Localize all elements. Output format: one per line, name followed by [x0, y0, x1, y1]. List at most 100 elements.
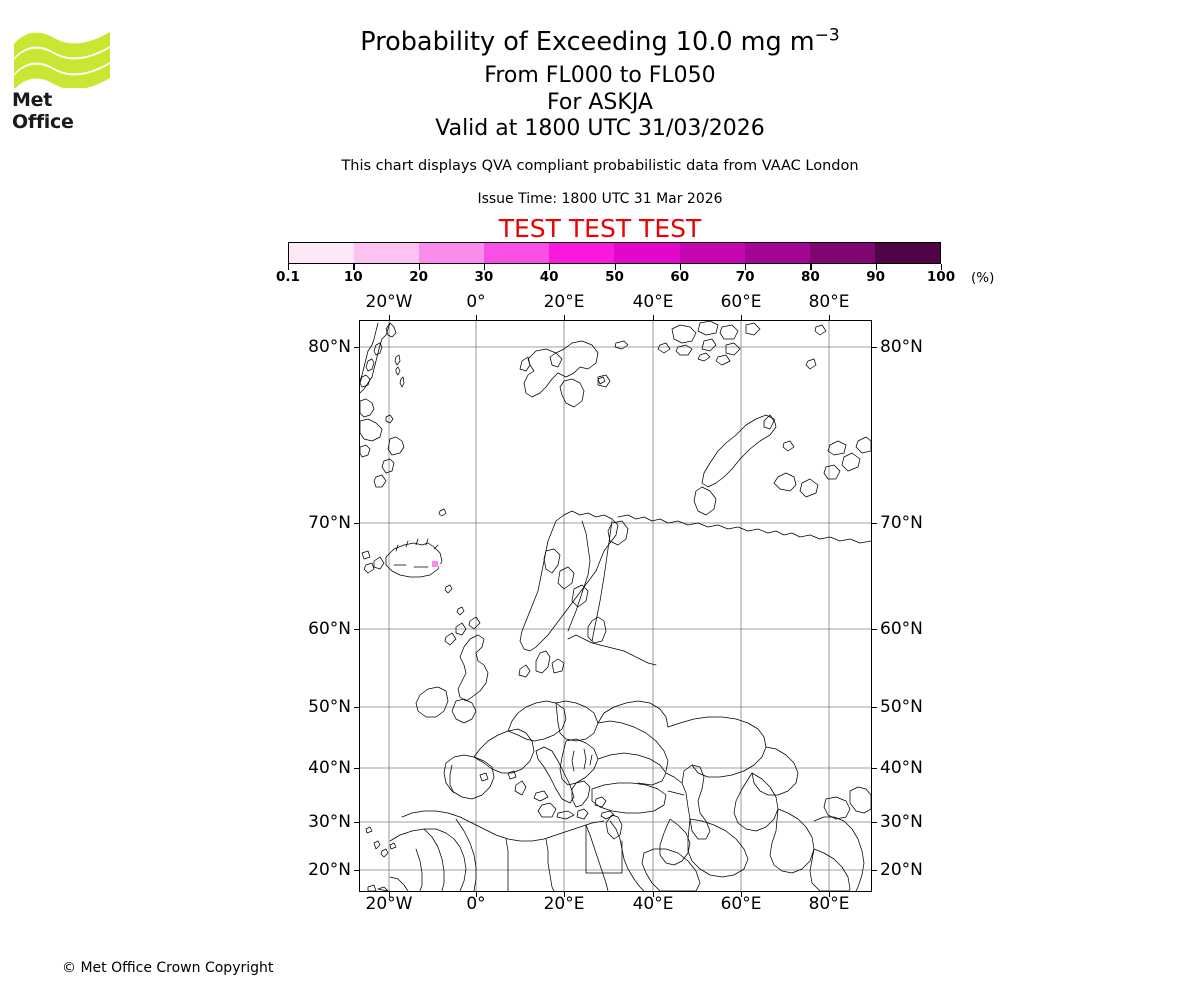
lat-label-right-20: 20°N — [880, 860, 923, 880]
tick-lat-right-80 — [872, 347, 877, 349]
lon-label-top-40: 40°E — [632, 292, 674, 312]
colorbar-label-90: 90 — [866, 269, 886, 285]
colorbar-tick-60 — [679, 264, 682, 270]
coastlines-and-borders — [360, 321, 871, 891]
colorbar-band-20-30 — [419, 243, 485, 263]
colorbar-band-90-100 — [874, 243, 940, 263]
lon-label-bottom-60: 60°E — [720, 894, 762, 914]
lon-label-top--20: 20°W — [365, 292, 413, 312]
lat-label-right-70: 70°N — [880, 513, 923, 533]
colorbar-tick-20 — [418, 264, 420, 270]
tick-lat-right-70 — [872, 523, 877, 525]
lon-label-top-0: 0° — [466, 292, 486, 312]
volcano-name-subtitle: For ASKJA — [547, 90, 653, 115]
lon-label-bottom-80: 80°E — [808, 894, 850, 914]
valid-time-subtitle: Valid at 1800 UTC 31/03/2026 — [435, 116, 765, 141]
colorbar-label-100: 100 — [926, 269, 956, 285]
lat-label-right-40: 40°N — [880, 758, 923, 778]
lon-label-top-20: 20°E — [543, 292, 585, 312]
colorbar-tick-40 — [549, 264, 551, 270]
lon-label-bottom--20: 20°W — [365, 894, 413, 914]
lon-label-top-60: 60°E — [720, 292, 762, 312]
tick-lat-right-30 — [872, 822, 877, 824]
lat-label-left-70: 70°N — [308, 513, 351, 533]
lat-label-right-50: 50°N — [880, 697, 923, 717]
colorbar-label-70: 70 — [735, 269, 755, 285]
chart-title-exponent: −3 — [814, 25, 840, 46]
tick-lon-bottom--20 — [389, 892, 391, 897]
tick-lon-top-20 — [564, 315, 566, 320]
lat-label-left-30: 30°N — [308, 812, 351, 832]
lat-label-left-50: 50°N — [308, 697, 351, 717]
lon-label-bottom-40: 40°E — [632, 894, 674, 914]
colorbar-tick-70 — [745, 264, 747, 270]
colorbar-band-70-80 — [744, 243, 810, 263]
map-plot-area — [359, 320, 872, 892]
tick-lon-bottom-20 — [564, 892, 566, 897]
lat-label-left-80: 80°N — [308, 337, 351, 357]
colorbar-label-80: 80 — [800, 269, 820, 285]
flight-levels-subtitle: From FL000 to FL050 — [484, 63, 716, 88]
tick-lon-top--20 — [389, 315, 391, 320]
tick-lat-left-20 — [354, 870, 359, 872]
lon-label-bottom-0: 0° — [466, 894, 486, 914]
tick-lon-top-40 — [653, 315, 655, 320]
copyright-notice: © Met Office Crown Copyright — [62, 960, 274, 976]
tick-lat-right-20 — [872, 870, 877, 872]
colorbar-label-50: 50 — [605, 269, 624, 285]
tick-lon-bottom-40 — [653, 892, 655, 897]
lon-label-bottom-20: 20°E — [543, 894, 585, 914]
tick-lon-top-0 — [476, 315, 478, 320]
colorbar-tick-100 — [941, 264, 943, 270]
colorbar-label-60: 60 — [670, 269, 690, 285]
met-office-wave-icon — [14, 32, 110, 88]
lat-label-right-60: 60°N — [880, 619, 923, 639]
lat-label-left-20: 20°N — [308, 860, 351, 880]
tick-lon-top-60 — [741, 315, 743, 320]
colorbar-tick-90 — [875, 264, 877, 270]
tick-lon-bottom-60 — [741, 892, 743, 897]
colorbar-bands — [288, 242, 941, 264]
colorbar-label-0.1: 0.1 — [276, 269, 300, 285]
tick-lat-left-40 — [354, 768, 359, 770]
qva-compliance-note: This chart displays QVA compliant probab… — [341, 158, 859, 174]
tick-lat-right-60 — [872, 629, 877, 631]
colorbar-unit-label: (%) — [971, 270, 995, 286]
tick-lat-left-80 — [354, 347, 359, 349]
chart-title: Probability of Exceeding 10.0 mg m−3 — [0, 26, 1200, 58]
lon-label-top-80: 80°E — [808, 292, 850, 312]
met-office-logo-text: Met Office — [12, 89, 74, 133]
lat-label-left-60: 60°N — [308, 619, 351, 639]
chart-title-text: Probability of Exceeding 10.0 mg m — [360, 27, 815, 57]
tick-lon-top-80 — [829, 315, 831, 320]
colorbar-tick-50 — [614, 264, 616, 270]
tick-lat-left-50 — [354, 707, 359, 709]
colorbar-label-20: 20 — [409, 269, 428, 285]
tick-lon-bottom-0 — [476, 892, 478, 897]
colorbar-label-40: 40 — [539, 269, 559, 285]
colorbar-band-40-50 — [549, 243, 615, 263]
colorbar-tick-30 — [483, 264, 486, 270]
tick-lat-right-50 — [872, 707, 877, 709]
lat-label-right-30: 30°N — [880, 812, 923, 832]
map-geography — [360, 321, 871, 891]
colorbar-label-10: 10 — [343, 269, 363, 285]
colorbar-label-30: 30 — [474, 269, 494, 285]
tick-lat-right-40 — [872, 768, 877, 770]
tick-lat-left-70 — [354, 523, 359, 525]
lat-label-left-40: 40°N — [308, 758, 351, 778]
colorbar-tick-0.1 — [288, 264, 290, 270]
lat-label-right-80: 80°N — [880, 337, 923, 357]
tick-lat-left-30 — [354, 822, 359, 824]
colorbar-tick-80 — [810, 264, 812, 270]
colorbar-band-30-40 — [484, 243, 550, 263]
tick-lon-bottom-80 — [829, 892, 831, 897]
probability-colorbar — [288, 242, 941, 264]
colorbar-tick-10 — [353, 264, 355, 270]
issue-time-label: Issue Time: 1800 UTC 31 Mar 2026 — [477, 191, 723, 207]
colorbar-band-60-70 — [679, 243, 745, 263]
colorbar-band-10-20 — [354, 243, 420, 263]
colorbar-band-80-90 — [809, 243, 875, 263]
met-office-logo: Met Office — [12, 24, 112, 133]
graticule-gridlines — [360, 321, 871, 891]
